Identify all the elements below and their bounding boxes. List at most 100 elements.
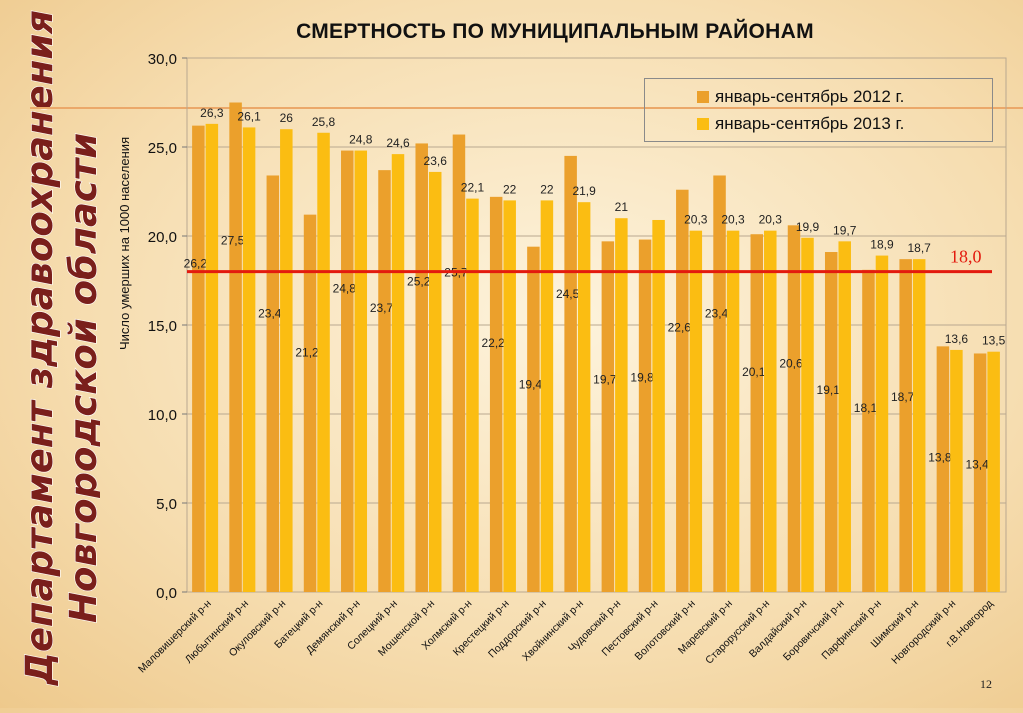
bar-2012 — [229, 102, 242, 592]
reference-line-label: 18,0 — [950, 247, 982, 267]
bar-2013 — [912, 259, 926, 592]
bar-2013 — [652, 219, 665, 593]
legend-item-2013: январь-сентябрь 2013 г. — [697, 113, 904, 135]
data-label-2012: 18,1 — [854, 401, 878, 415]
data-label-2012: 19,1 — [817, 383, 841, 397]
data-label-2013: 19,9 — [796, 220, 820, 234]
y-tick-label: 15,0 — [148, 318, 177, 335]
bar-2013 — [391, 154, 405, 592]
data-label-2013: 20,3 — [759, 213, 783, 227]
bar-2013 — [242, 127, 256, 593]
data-label-2012: 19,8 — [630, 371, 654, 385]
bar-2012 — [713, 175, 726, 593]
legend-swatch-2012 — [697, 91, 709, 103]
data-label-2012: 27,5 — [221, 234, 245, 248]
data-label-2012: 26,2 — [184, 257, 208, 271]
bar-2012 — [266, 175, 280, 593]
data-label-2012: 24,8 — [333, 282, 357, 296]
data-label-2013: 25,8 — [312, 115, 336, 129]
x-tick-label: Любытинский р-н — [183, 598, 251, 666]
x-tick-label: Маловишерский р-н — [136, 597, 214, 675]
bar-2012 — [564, 155, 577, 592]
bar-2012 — [973, 353, 987, 592]
bar-2012 — [676, 189, 689, 592]
bar-2013 — [205, 123, 219, 593]
data-label-2013: 26,3 — [200, 106, 224, 120]
data-label-2013: 22,1 — [461, 181, 485, 195]
data-label-2012: 23,4 — [258, 306, 282, 320]
data-label-2013: 26 — [280, 111, 294, 125]
y-tick-label: 0,0 — [156, 585, 177, 602]
y-tick-label: 20,0 — [148, 229, 177, 246]
y-axis-label: Число умерших на 1000 населения — [117, 136, 132, 350]
bar-2013 — [280, 129, 293, 592]
data-label-2012: 18,7 — [891, 390, 915, 404]
data-label-2013: 20,3 — [721, 213, 745, 227]
department-title-line1: Департамент здравоохранения — [18, 10, 61, 686]
bar-2013 — [801, 237, 814, 592]
data-label-2012: 19,4 — [519, 378, 543, 392]
department-title-line2: Новгородской области — [62, 133, 100, 623]
bar-2013 — [615, 218, 628, 592]
bar-2012 — [303, 214, 317, 592]
data-label-2013: 23,6 — [424, 154, 448, 168]
data-label-2012: 20,1 — [742, 365, 766, 379]
bar-2013 — [428, 171, 442, 593]
data-label-2012: 21,2 — [295, 346, 319, 360]
data-label-2012: 23,7 — [370, 301, 394, 315]
decorative-rule — [30, 107, 1023, 109]
y-tick-label: 30,0 — [148, 51, 177, 68]
bar-2012 — [750, 234, 764, 592]
data-label-2012: 13,4 — [965, 457, 989, 471]
bar-2012 — [638, 239, 652, 592]
bar-2012 — [862, 269, 875, 592]
bar-2013 — [726, 230, 740, 592]
y-tick-label: 25,0 — [148, 140, 177, 157]
data-label-2013: 18,7 — [908, 241, 932, 255]
data-label-2013: 26,1 — [237, 109, 261, 123]
bar-2012 — [936, 346, 950, 592]
bar-2012 — [527, 246, 540, 592]
bar-2012 — [378, 170, 391, 592]
bar-2013 — [503, 200, 516, 592]
legend-item-2012: январь-сентябрь 2012 г. — [697, 86, 904, 108]
legend-label-2012: январь-сентябрь 2012 г. — [715, 87, 905, 106]
bar-2012 — [601, 241, 615, 592]
bar-2013 — [577, 202, 591, 592]
bar-2013 — [764, 230, 777, 592]
bar-2013 — [838, 241, 851, 592]
data-label-2012: 22,6 — [668, 321, 692, 335]
x-tick-label: Старорусский р-н — [703, 597, 772, 666]
bar-2013 — [317, 132, 330, 592]
data-label-2012: 24,5 — [556, 287, 580, 301]
data-label-2013: 18,9 — [870, 238, 894, 252]
data-label-2012: 13,8 — [928, 450, 952, 464]
data-label-2013: 13,5 — [982, 334, 1006, 348]
data-label-2012: 19,7 — [593, 372, 617, 386]
page-number: 12 — [980, 677, 992, 691]
data-label-2013: 20,3 — [684, 213, 708, 227]
data-label-2013: 24,6 — [386, 136, 410, 150]
chart-title: СМЕРТНОСТЬ ПО МУНИЦИПАЛЬНЫМ РАЙОНАМ — [296, 20, 814, 43]
y-tick-label: 5,0 — [156, 496, 177, 513]
data-label-2012: 22,2 — [482, 336, 506, 350]
data-label-2013: 21,9 — [572, 184, 596, 198]
data-label-2013: 13,6 — [945, 332, 969, 346]
bar-2013 — [950, 349, 963, 592]
department-title-graphic: Департамент здравоохранения Новгородской… — [17, 9, 105, 686]
bar-2012 — [824, 252, 838, 592]
bar-2012 — [415, 143, 428, 592]
x-tick-label: Новгородский р-н — [889, 597, 958, 666]
bar-2013 — [354, 150, 368, 592]
bar-2013 — [540, 200, 554, 592]
bar-2013 — [689, 230, 703, 592]
data-label-2012: 20,6 — [779, 356, 803, 370]
data-label-2013: 24,8 — [349, 133, 373, 147]
data-label-2012: 25,2 — [407, 274, 431, 288]
data-label-2013: 22 — [503, 182, 517, 196]
bar-2012 — [787, 225, 801, 592]
data-label-2012: 23,4 — [705, 306, 729, 320]
department-title: Департамент здравоохранения Новгородской… — [8, 0, 105, 708]
legend-swatch-2013 — [697, 118, 709, 130]
